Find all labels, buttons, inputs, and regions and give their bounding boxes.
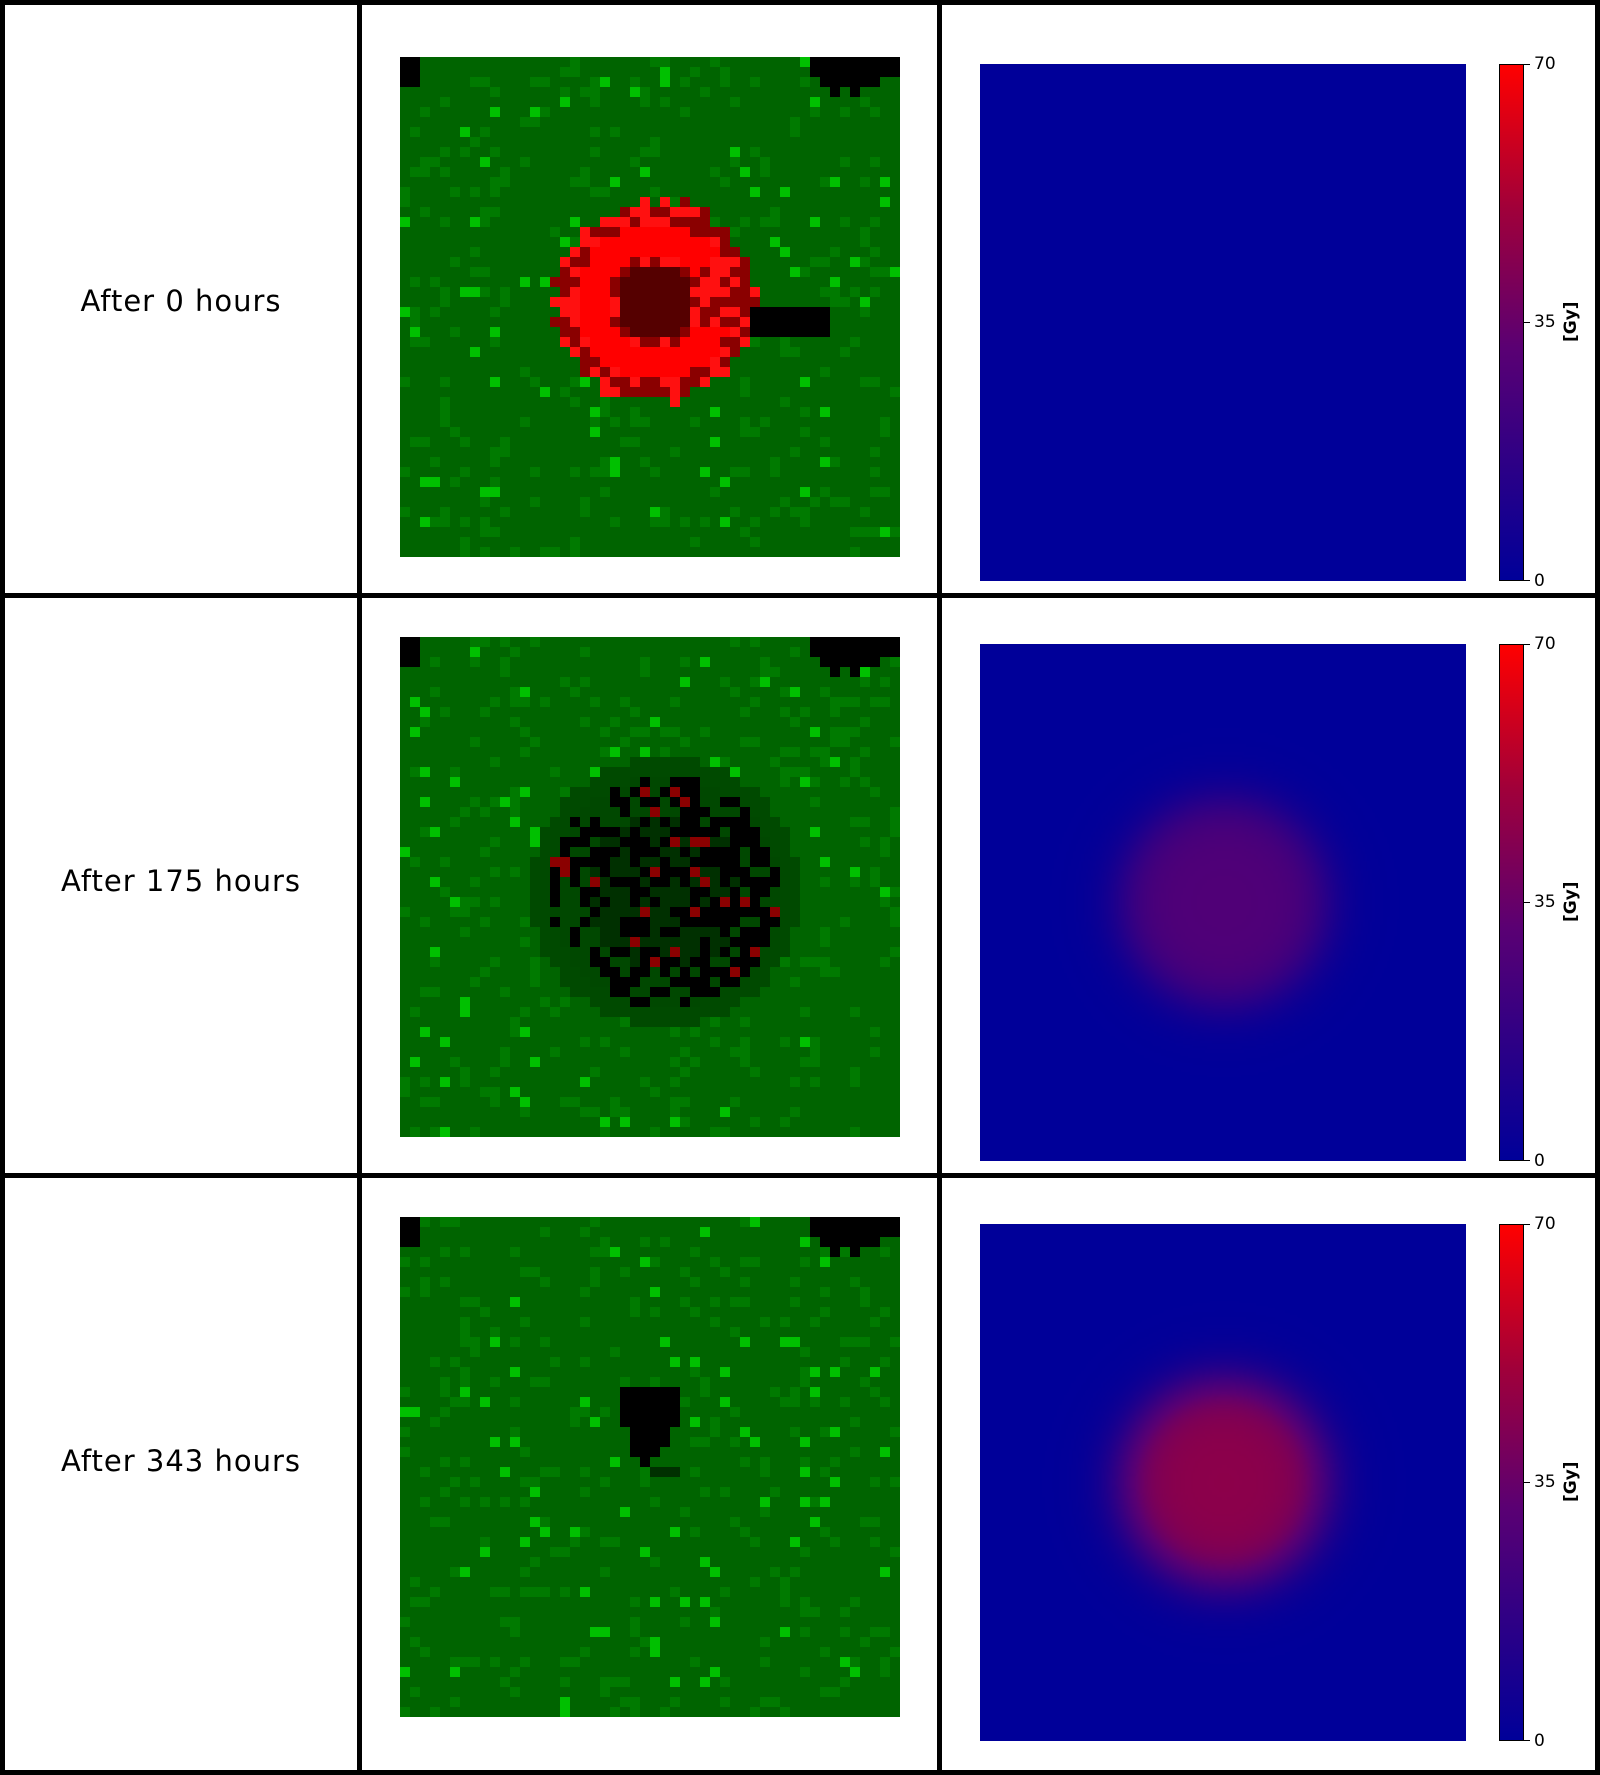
colorbar-tick [1524,1160,1530,1161]
colorbar-tick [1524,902,1530,903]
colorbar-unit-label: [Gy] [1561,1461,1581,1502]
dose-map [980,644,1466,1161]
row-label-175h: After 175 hours [61,864,301,898]
cell-simulation-grid [400,57,900,557]
dose-colorbar [1499,644,1524,1161]
dose-map [980,64,1466,581]
colorbar-tick [1524,644,1530,645]
colorbar-max-label: 70 [1534,1214,1556,1234]
colorbar-unit-label: [Gy] [1561,301,1581,342]
colorbar-tick [1524,322,1530,323]
row-label-0h: After 0 hours [80,284,282,318]
colorbar-mid-label: 35 [1534,312,1556,332]
column-divider [937,0,942,1775]
dose-map [980,1224,1466,1741]
colorbar-min-label: 0 [1534,1151,1545,1171]
colorbar-tick [1524,64,1530,65]
colorbar-min-label: 0 [1534,571,1545,591]
cell-simulation-grid [400,1217,900,1717]
colorbar-mid-label: 35 [1534,1472,1556,1492]
colorbar-tick [1524,1224,1530,1225]
colorbar-tick [1524,580,1530,581]
row-label-343h: After 343 hours [61,1444,301,1478]
colorbar-max-label: 70 [1534,634,1556,654]
row-divider [0,593,1600,598]
colorbar-max-label: 70 [1534,54,1556,74]
cell-simulation-grid [400,637,900,1137]
colorbar-tick [1524,1740,1530,1741]
dose-colorbar [1499,64,1524,581]
colorbar-min-label: 0 [1534,1731,1545,1751]
colorbar-mid-label: 35 [1534,892,1556,912]
colorbar-unit-label: [Gy] [1561,881,1581,922]
column-divider [357,0,362,1775]
colorbar-tick [1524,1482,1530,1483]
row-divider [0,1173,1600,1178]
dose-colorbar [1499,1224,1524,1741]
